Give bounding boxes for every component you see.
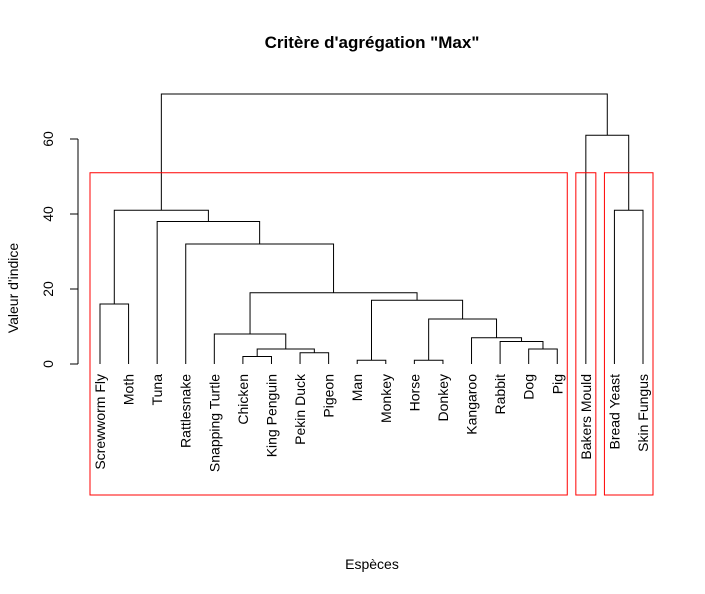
y-tick-label: 0 (40, 360, 56, 368)
leaf-label: Tuna (149, 374, 165, 406)
dendrogram-branch (160, 93, 608, 211)
leaf-label: Skin Fungus (635, 374, 651, 452)
leaf-label: Dog (521, 374, 537, 400)
dendrogram-branch (299, 352, 330, 364)
dendrogram-branch (413, 359, 444, 364)
leaf-label: Pigeon (321, 374, 337, 418)
leaf-label: Chicken (235, 374, 251, 425)
leaf-label: Snapping Turtle (206, 374, 222, 472)
leaf-label: Bread Yeast (606, 374, 622, 450)
dendrogram-branch (428, 318, 498, 361)
leaf-label: Screwworm Fly (92, 374, 108, 470)
leaf-labels: Screwworm Fly Moth Tuna Rattlesnake Snapping… (92, 373, 651, 472)
y-tick-label: 20 (40, 281, 56, 297)
dendrogram-branch (356, 359, 387, 364)
leaf-label: Pekin Duck (292, 373, 308, 445)
dendrogram-branch (113, 209, 209, 304)
leaf-label: Bakers Mould (578, 374, 594, 460)
leaf-label: Man (349, 374, 365, 401)
leaf-label: Kangaroo (464, 374, 480, 435)
y-tick-label: 40 (40, 206, 56, 222)
x-axis-label: Espèces (345, 556, 399, 572)
dendrogram-branch (156, 221, 261, 364)
dendrogram-branch (185, 243, 335, 364)
cluster-boxes (89, 172, 654, 496)
leaf-label: Rabbit (492, 374, 508, 415)
cluster-box (89, 172, 568, 496)
dendrogram-branch (242, 356, 272, 364)
leaf-label: Monkey (378, 374, 394, 423)
chart-title: Critère d'agrégation "Max" (265, 33, 480, 52)
y-axis-label: Valeur d'indice (5, 243, 21, 334)
dendrogram-tree (99, 93, 644, 364)
leaf-label: King Penguin (263, 374, 279, 457)
dendrogram-branch (371, 299, 464, 361)
y-axis-ticks: 0 20 40 60 (40, 131, 78, 368)
dendrogram-branch (249, 292, 418, 334)
leaf-label: Rattlesnake (178, 374, 194, 448)
dendrogram-branch (585, 134, 630, 364)
dendrogram-branch (613, 209, 644, 364)
y-tick-label: 60 (40, 131, 56, 147)
leaf-label: Moth (121, 374, 137, 405)
dendrogram-branch (499, 341, 544, 364)
leaf-label: Horse (406, 374, 422, 412)
dendrogram-branch (99, 303, 130, 364)
cluster-box (603, 172, 654, 496)
cluster-box (575, 172, 597, 496)
dendrogram-branch (528, 348, 558, 364)
leaf-label: Donkey (435, 374, 451, 421)
leaf-label: Pig (549, 374, 565, 394)
